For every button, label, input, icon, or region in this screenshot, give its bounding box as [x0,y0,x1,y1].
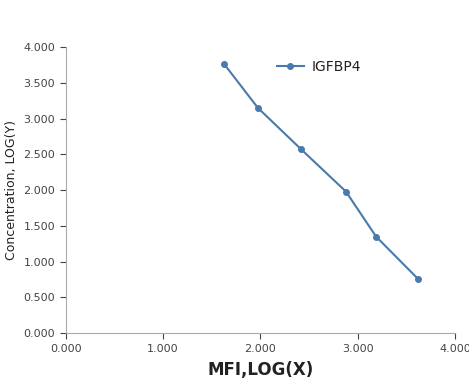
IGFBP4 [298,147,304,152]
IGFBP4 [343,189,349,194]
Y-axis label: Concentration, LOG(Y): Concentration, LOG(Y) [5,120,18,260]
IGFBP4 [415,276,421,281]
X-axis label: MFI,LOG(X): MFI,LOG(X) [207,361,313,379]
IGFBP4 [255,105,261,110]
Legend: IGFBP4: IGFBP4 [271,54,366,79]
Line: IGFBP4: IGFBP4 [221,62,421,281]
IGFBP4 [221,62,227,67]
IGFBP4 [373,234,379,239]
